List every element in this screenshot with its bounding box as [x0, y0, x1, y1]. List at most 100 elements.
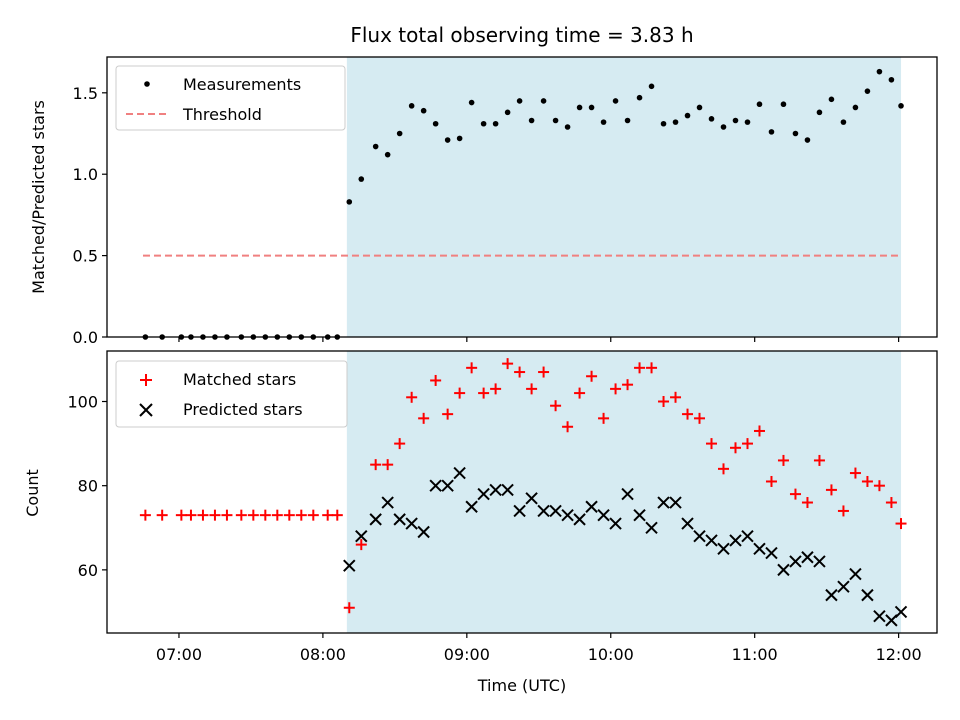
predicted-star-point — [537, 504, 550, 518]
x-tick-label: 07:00 — [156, 645, 202, 664]
top-legend-box — [115, 65, 346, 131]
matched-star-point — [235, 509, 247, 521]
measurement-point — [876, 68, 883, 75]
legend-threshold-label: Threshold — [182, 105, 262, 124]
legend-measurements-label: Measurements — [183, 75, 301, 94]
top-y-tick-label: 1.0 — [73, 165, 98, 184]
measurement-point — [816, 109, 823, 116]
x-axis-label: Time (UTC) — [477, 676, 566, 695]
predicted-star-point — [729, 534, 742, 547]
measurement-point — [372, 143, 379, 150]
matched-star-point — [209, 509, 221, 521]
measurement-point — [744, 119, 751, 125]
matched-star-point — [765, 475, 777, 487]
measurement-point — [564, 124, 571, 130]
measurement-point — [888, 76, 895, 83]
matched-star-point — [586, 370, 598, 382]
matched-star-point — [885, 497, 897, 509]
matched-star-point — [406, 391, 418, 403]
matched-star-point — [490, 383, 502, 395]
measurement-point — [468, 99, 475, 106]
predicted-star-point — [453, 466, 466, 480]
measurement-point — [432, 120, 439, 127]
predicted-star-point — [501, 483, 514, 497]
matched-star-point — [139, 509, 151, 521]
measurement-point — [444, 137, 451, 143]
matched-star-point — [271, 509, 283, 521]
predicted-star-point — [381, 496, 394, 509]
matched-star-point — [394, 438, 406, 450]
measurement-point — [864, 88, 871, 94]
measurement-point — [720, 124, 727, 130]
observing-span-top — [346, 57, 902, 337]
matched-star-point — [634, 362, 646, 374]
top-axes-frame — [106, 56, 938, 338]
predicted-star-point — [477, 487, 490, 501]
measurement-point — [672, 119, 679, 125]
bottom-y-tick-label: 100 — [67, 393, 98, 412]
matched-star-point — [777, 454, 789, 466]
measurement-point — [768, 129, 775, 135]
bottom-axes-frame — [106, 350, 938, 634]
matched-star-point — [694, 412, 706, 424]
predicted-star-point — [789, 555, 802, 568]
measurement-point — [516, 98, 523, 104]
matched-star-point — [221, 509, 233, 521]
matched-star-point — [682, 408, 694, 420]
matched-star-point — [622, 379, 634, 391]
top-plot-marks — [142, 68, 904, 340]
predicted-star-point — [693, 529, 706, 543]
measurement-point — [852, 104, 859, 111]
measurement-point — [828, 96, 835, 103]
measurement-point — [804, 137, 811, 143]
chart-title: Flux total observing time = 3.83 h — [350, 23, 693, 47]
matched-star-point — [430, 374, 442, 386]
predicted-star-point — [825, 588, 838, 602]
measurement-point — [552, 117, 559, 124]
measurement-point — [756, 101, 763, 108]
predicted-star-point — [753, 542, 766, 556]
matched-star-point — [598, 412, 610, 424]
x-tick-label: 11:00 — [732, 645, 778, 664]
matched-star-point — [322, 509, 334, 521]
matched-star-point — [550, 400, 562, 412]
matched-star-point — [538, 366, 550, 378]
matched-star-point — [706, 438, 718, 450]
top-y-tick-label: 0.0 — [73, 328, 98, 347]
matched-star-point — [813, 454, 825, 466]
matched-star-point — [442, 408, 454, 420]
predicted-star-point — [669, 496, 682, 509]
matched-star-point — [247, 509, 259, 521]
predicted-star-point — [645, 521, 658, 534]
top-legend: Measurements Threshold — [115, 65, 346, 131]
top-panel: Flux total observing time = 3.83 h 0.00.… — [29, 23, 938, 347]
matched-star-point — [478, 387, 490, 399]
bottom-y-tick-label: 60 — [78, 561, 98, 580]
bottom-x-ticks: 07:00 08:00 09:00 10:00 11:00 12:00 — [156, 633, 922, 664]
matched-star-point — [307, 509, 319, 521]
predicted-star-point — [777, 563, 790, 577]
predicted-star-point — [717, 542, 730, 556]
bottom-y-axis-label: Count — [23, 469, 42, 517]
matched-star-point — [370, 459, 382, 471]
matched-star-point — [502, 358, 514, 370]
matched-star-point — [789, 488, 801, 500]
measurement-point — [612, 98, 619, 104]
predicted-star-point — [525, 492, 538, 505]
x-tick-label: 09:00 — [444, 645, 490, 664]
measurement-point — [504, 109, 511, 116]
measurement-point — [480, 120, 487, 127]
measurement-point — [576, 104, 583, 111]
predicted-star-point — [355, 529, 368, 543]
measurement-point — [396, 130, 403, 137]
predicted-star-point — [405, 517, 418, 530]
matched-star-point — [646, 362, 658, 374]
predicted-star-point — [393, 513, 406, 526]
matched-star-point — [355, 539, 367, 551]
matched-star-point — [837, 505, 849, 517]
matched-star-point — [729, 442, 741, 454]
measurement-point — [624, 117, 631, 124]
predicted-star-point — [657, 496, 670, 509]
legend-predicted-label: Predicted stars — [183, 400, 303, 419]
